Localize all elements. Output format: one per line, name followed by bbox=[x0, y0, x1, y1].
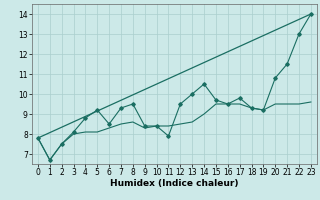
X-axis label: Humidex (Indice chaleur): Humidex (Indice chaleur) bbox=[110, 179, 239, 188]
